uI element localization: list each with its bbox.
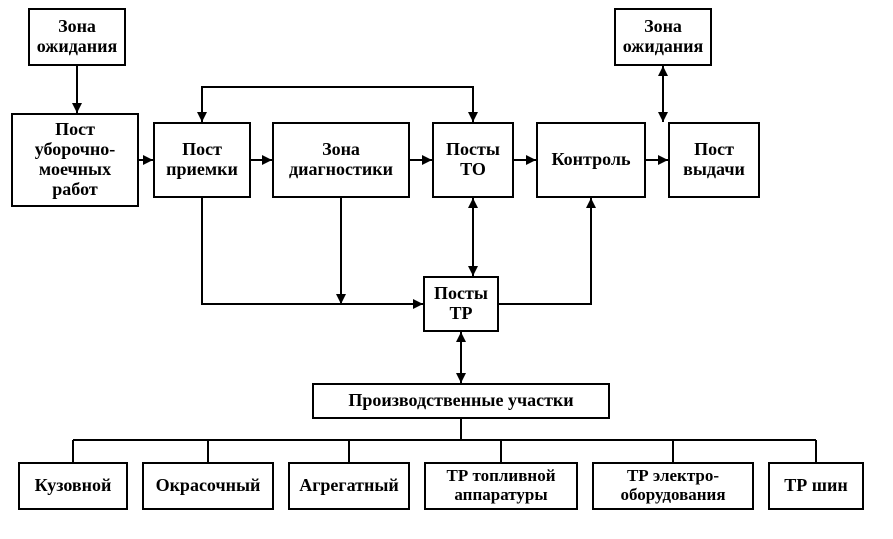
node-areas: Производственные участки [312,383,610,419]
node-label: ТР электро- оборудования [620,467,725,504]
node-label: Кузовной [35,476,112,496]
node-label: Зона диагностики [289,140,393,180]
node-label: Агрегатный [299,476,399,496]
node-electro: ТР электро- оборудования [592,462,754,510]
node-wash: Пост уборочно- моечных работ [11,113,139,207]
node-label: Окрасочный [156,476,261,496]
node-label: Пост приемки [166,140,238,180]
node-paint: Окрасочный [142,462,274,510]
node-label: ТР топливной аппаратуры [447,467,556,504]
node-label: Производственные участки [348,391,573,411]
node-control: Контроль [536,122,646,198]
node-aggregate: Агрегатный [288,462,410,510]
node-label: ТР шин [784,476,847,496]
node-tires: ТР шин [768,462,864,510]
node-diagnostics: Зона диагностики [272,122,410,198]
node-tr: Посты ТР [423,276,499,332]
node-body_shop: Кузовной [18,462,128,510]
node-wait_right: Зона ожидания [614,8,712,66]
node-label: Зона ожидания [37,17,118,57]
node-label: Посты ТО [446,140,500,180]
node-label: Зона ожидания [623,17,704,57]
node-label: Пост выдачи [683,140,745,180]
node-issue: Пост выдачи [668,122,760,198]
node-label: Пост уборочно- моечных работ [35,120,116,199]
node-reception: Пост приемки [153,122,251,198]
node-to: Посты ТО [432,122,514,198]
node-label: Контроль [552,150,631,170]
edges-layer [0,0,893,539]
node-fuel: ТР топливной аппаратуры [424,462,578,510]
node-wait_left: Зона ожидания [28,8,126,66]
node-label: Посты ТР [434,284,488,324]
diagram-stage: Зона ожидания Пост уборочно- моечных рабо… [0,0,893,539]
